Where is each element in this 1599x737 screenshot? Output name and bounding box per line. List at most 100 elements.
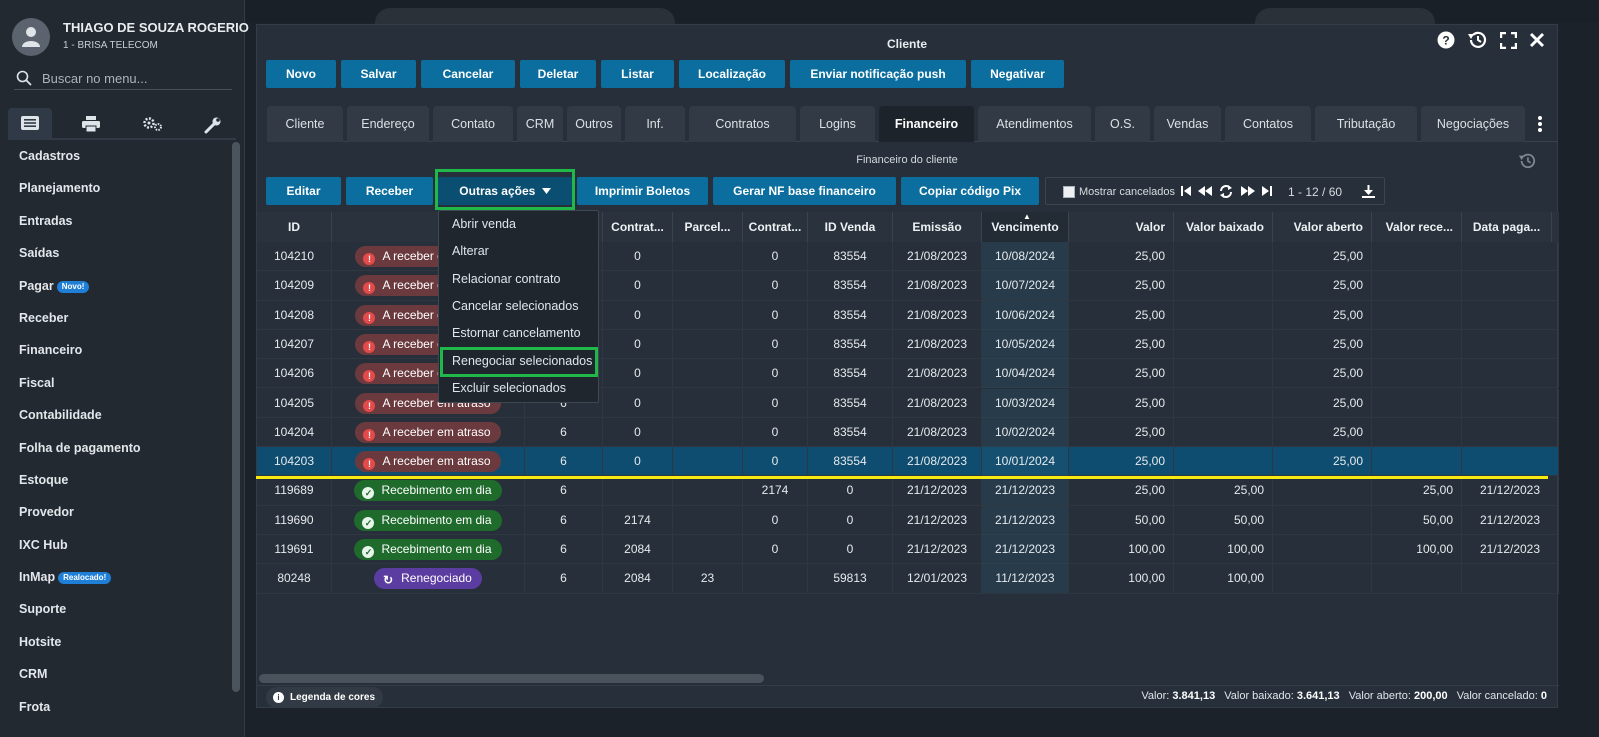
user-panel[interactable]: THIAGO DE SOUZA ROGERIO 1 - BRISA TELECO… [10, 14, 249, 58]
table-row[interactable]: 104203! A receber em atraso 6 0 0 83554 21/08/… [257, 447, 1559, 477]
column-header[interactable]: ID [257, 212, 332, 242]
menu-item[interactable]: Saídas [0, 242, 230, 274]
imprimir-boletos-button[interactable]: Imprimir Boletos [577, 177, 708, 205]
column-header[interactable]: Parcel... [673, 212, 743, 242]
menu-item[interactable]: Folha de pagamento [0, 437, 230, 469]
menu-item[interactable]: InMap Realocado! [0, 566, 230, 598]
menu-option[interactable]: Alterar [452, 244, 489, 259]
more-tabs-icon[interactable] [1537, 115, 1543, 138]
menu-item[interactable]: Suporte [0, 598, 230, 630]
table-row[interactable]: 119690 ✓ Recebimento em dia 6 2174 0 0 21/12/20… [257, 505, 1559, 535]
tab-cliente[interactable]: Cliente [267, 106, 343, 142]
column-header[interactable]: Emissão [893, 212, 982, 242]
tab-atendimentos[interactable]: Atendimentos [978, 106, 1091, 142]
action-button[interactable]: Enviar notificação push [790, 60, 966, 88]
action-button[interactable]: Novo [266, 60, 336, 88]
tab-vendas[interactable]: Vendas [1154, 106, 1221, 142]
column-header[interactable]: ID Venda [808, 212, 893, 242]
menu-item[interactable]: Cadastros [0, 145, 230, 177]
last-page-icon[interactable] [1261, 185, 1273, 200]
prev-page-icon[interactable] [1197, 185, 1213, 200]
column-header[interactable]: Contrat... [743, 212, 808, 242]
tab-negociaes[interactable]: Negociações [1421, 106, 1525, 142]
editar-button[interactable]: Editar [266, 177, 341, 205]
search-input[interactable] [42, 68, 227, 88]
copiar-pix-button[interactable]: Copiar código Pix [901, 177, 1039, 205]
table-row[interactable]: 119691 ✓ Recebimento em dia 6 2084 0 0 21/12/20… [257, 535, 1559, 565]
cell-c3 [673, 300, 743, 330]
action-button[interactable]: Salvar [341, 60, 416, 88]
menu-item[interactable]: Planejamento [0, 177, 230, 209]
tab-financeiro[interactable]: Financeiro [879, 106, 974, 142]
menu-item[interactable]: Receber [0, 307, 230, 339]
menu-item[interactable]: Estoque [0, 469, 230, 501]
sidebar-tab-config[interactable] [130, 108, 174, 138]
help-icon[interactable]: ? [1437, 31, 1455, 54]
menu-item[interactable]: Provedor [0, 501, 230, 533]
tab-os[interactable]: O.S. [1095, 106, 1150, 142]
column-header[interactable]: ▲ Vencimento [982, 212, 1069, 242]
menu-option[interactable]: Abrir venda [452, 217, 516, 231]
action-button[interactable]: Localização [679, 60, 785, 88]
menu-item[interactable]: Entradas [0, 210, 230, 242]
mostrar-cancelados-checkbox[interactable] [1063, 186, 1075, 198]
menu-item[interactable]: Pagar Novo! [0, 275, 230, 307]
menu-item[interactable]: Hotsite [0, 631, 230, 663]
menu-option[interactable]: Cancelar selecionados [452, 298, 579, 313]
cell-aberto: 25,00 [1273, 329, 1372, 359]
menu-item[interactable]: Frota [0, 696, 230, 728]
download-icon[interactable] [1362, 184, 1375, 201]
sidebar-tab-tools[interactable] [191, 108, 235, 138]
table-row[interactable]: 80248 ↻ Renegociado 6 2084 23 59813 12/01/2023 1… [257, 564, 1559, 594]
table-row[interactable]: 119689 ✓ Recebimento em dia 6 2174 0 21/12/202… [257, 476, 1559, 506]
tab-inf[interactable]: Inf. [625, 106, 685, 142]
action-button[interactable]: Cancelar [421, 60, 515, 88]
menu-item[interactable]: Financeiro [0, 339, 230, 371]
maximize-icon[interactable] [1499, 31, 1517, 54]
column-header[interactable]: Valor baixado [1174, 212, 1273, 242]
horizontal-scrollbar[interactable] [259, 674, 764, 683]
first-page-icon[interactable] [1180, 185, 1192, 200]
column-header[interactable]: Valor [1069, 212, 1174, 242]
column-header[interactable]: Contrat... [603, 212, 673, 242]
tab-endereo[interactable]: Endereço [347, 106, 429, 142]
sidebar-scrollbar[interactable] [232, 142, 240, 692]
tab-contatos[interactable]: Contatos [1225, 106, 1311, 142]
cell-emissao: 21/08/2023 [893, 242, 982, 271]
sidebar-tab-menu[interactable] [8, 108, 52, 138]
legend-button[interactable]: i Legenda de cores [266, 687, 384, 708]
tab-contato[interactable]: Contato [433, 106, 513, 142]
menu-item[interactable]: IXC Hub [0, 534, 230, 566]
column-header[interactable]: Valor aberto [1273, 212, 1372, 242]
refresh-icon[interactable] [1219, 185, 1233, 201]
next-page-icon[interactable] [1240, 185, 1256, 200]
cell-venda: 83554 [808, 447, 893, 477]
menu-item[interactable]: Fiscal [0, 372, 230, 404]
action-button[interactable]: Listar [601, 60, 674, 88]
tab-tributao[interactable]: Tributação [1315, 106, 1417, 142]
menu-item[interactable]: CRM [0, 663, 230, 695]
outras-acoes-button[interactable]: Outras ações [438, 177, 572, 205]
column-header-label: Contrat... [748, 220, 802, 234]
mostrar-cancelados-label[interactable]: Mostrar cancelados [1079, 186, 1175, 198]
menu-option[interactable]: Excluir selecionados [452, 380, 566, 395]
column-header[interactable]: Valor rece... [1372, 212, 1462, 242]
history-icon[interactable] [1518, 152, 1536, 175]
gerar-nf-button[interactable]: Gerar NF base financeiro [713, 177, 896, 205]
tab-logins[interactable]: Logins [800, 106, 875, 142]
close-icon[interactable] [1529, 32, 1545, 53]
table-row[interactable]: 104204! A receber em atraso 6 0 0 83554 21/08/… [257, 417, 1559, 448]
tab-contratos[interactable]: Contratos [689, 106, 796, 142]
tab-outros[interactable]: Outros [567, 106, 621, 142]
menu-option[interactable]: Relacionar contrato [452, 271, 561, 286]
receber-button[interactable]: Receber [346, 177, 433, 205]
column-header[interactable]: Data paga... [1462, 212, 1552, 242]
tab-crm[interactable]: CRM [517, 106, 563, 142]
menu-option[interactable]: Estornar cancelamento [452, 326, 581, 341]
action-button[interactable]: Negativar [971, 60, 1064, 88]
sidebar-tab-print[interactable] [69, 108, 113, 138]
action-button[interactable]: Deletar [520, 60, 596, 88]
menu-item[interactable]: Contabilidade [0, 404, 230, 436]
history-icon[interactable] [1467, 31, 1487, 54]
menu-option[interactable]: Renegociar selecionados [452, 353, 593, 368]
